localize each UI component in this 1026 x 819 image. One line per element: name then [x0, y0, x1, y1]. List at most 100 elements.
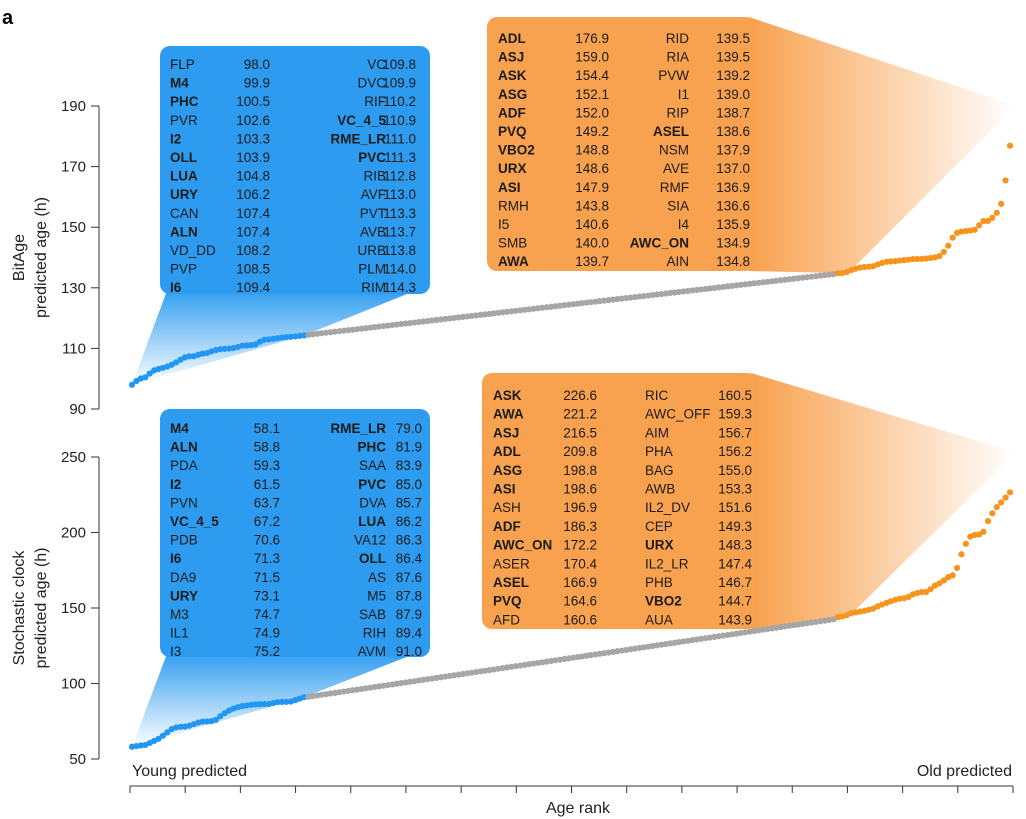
young-cell-name: PVC	[358, 150, 386, 165]
young-cell-value: 109.8	[382, 57, 416, 72]
old-point	[993, 209, 1000, 216]
old-predicted-label: Old predicted	[917, 763, 1012, 780]
young-cell-name: DVC	[357, 76, 386, 91]
young-cell-name: PHC	[357, 440, 386, 455]
y-tick-label: 50	[69, 751, 86, 768]
y-tick-label: 110	[62, 340, 86, 357]
old-cell-value: 139.7	[575, 254, 609, 269]
young-cell-value: 81.9	[396, 440, 422, 455]
old-cell-name: VBO2	[498, 143, 535, 158]
young-cell-name: M4	[170, 76, 189, 91]
young-cell-name: PLM	[358, 262, 386, 277]
young-cell-name: RIH	[363, 626, 386, 641]
young-cell-name: VA12	[354, 533, 386, 548]
young-cell-name: URY	[170, 588, 198, 603]
old-cell-value: 152.0	[575, 105, 609, 120]
old-cell-value: 134.9	[716, 236, 750, 251]
old-cell-name: AVE	[663, 161, 689, 176]
young-cell-value: 85.0	[396, 477, 422, 492]
old-cell-value: 138.6	[716, 124, 750, 139]
young-cell-value: 98.0	[244, 57, 270, 72]
young-cell-name: RME_LR	[330, 131, 386, 146]
y-tick-label: 90	[69, 401, 86, 418]
young-cell-value: 87.9	[396, 607, 422, 622]
young-cell-value: 102.6	[236, 113, 270, 128]
old-cell-value: 149.2	[575, 124, 609, 139]
old-cell-name: ADL	[493, 444, 521, 459]
young-cell-name: AS	[368, 570, 386, 585]
old-cell-value: 221.2	[563, 407, 597, 422]
old-point	[989, 214, 996, 221]
young-cell-name: RIF	[364, 94, 386, 109]
young-cell-name: FLP	[170, 57, 195, 72]
young-point	[199, 718, 206, 725]
young-point	[221, 345, 228, 352]
old-point	[998, 200, 1005, 207]
y-tick-label: 200	[61, 525, 86, 542]
old-cell-value: 153.3	[718, 482, 752, 497]
old-cell-value: 148.6	[575, 161, 609, 176]
young-cell-name: DA9	[170, 570, 196, 585]
young-point	[142, 374, 149, 381]
old-cell-value: 216.5	[563, 425, 597, 440]
young-cell-name: LUA	[170, 169, 198, 184]
old-cell-value: 139.5	[716, 31, 750, 46]
young-cell-name: RIM	[361, 280, 386, 295]
old-cell-name: ADF	[498, 105, 526, 120]
young-point	[203, 718, 211, 725]
old-cell-name: AWC_OFF	[645, 407, 711, 422]
young-cell-name: M3	[170, 607, 189, 622]
young-cell-value: 91.0	[396, 644, 422, 659]
young-point	[146, 370, 153, 377]
old-cell-name: CEP	[645, 519, 673, 534]
old-cell-value: 143.8	[575, 198, 609, 213]
young-point	[283, 698, 290, 705]
young-cell-value: 109.4	[236, 280, 270, 295]
young-predicted-label: Young predicted	[132, 763, 247, 780]
old-cell-value: 170.4	[563, 556, 597, 571]
young-cell-value: 108.5	[236, 262, 270, 277]
young-cell-name: PDA	[170, 458, 198, 473]
old-cell-name: RIC	[645, 388, 669, 403]
young-cell-value: 85.7	[396, 495, 422, 510]
young-cell-value: 59.3	[254, 458, 280, 473]
old-cell-value: 160.6	[563, 612, 597, 627]
young-cell-name: PVC	[358, 477, 386, 492]
old-cell-name: IL2_LR	[645, 556, 689, 571]
young-callout-cone	[132, 651, 422, 747]
old-cell-name: PVQ	[493, 594, 522, 609]
young-cell-name: ALN	[170, 440, 198, 455]
old-cell-name: AIM	[645, 425, 669, 440]
y-tick-label: 190	[61, 98, 86, 115]
old-cell-name: ASEL	[493, 575, 529, 590]
old-point	[936, 580, 943, 587]
young-cell-value: 63.7	[254, 495, 280, 510]
young-point	[274, 699, 281, 706]
old-cell-name: I1	[678, 87, 689, 102]
young-point	[159, 732, 166, 739]
old-point	[940, 248, 947, 256]
young-cell-name: IL1	[170, 626, 189, 641]
young-cell-name: ALN	[170, 224, 198, 239]
young-cell-value: 75.2	[254, 644, 280, 659]
old-callout-cone	[749, 17, 1016, 274]
old-cell-name: SMB	[498, 236, 527, 251]
old-cell-name: PHB	[645, 575, 673, 590]
old-point	[984, 217, 992, 224]
old-point	[984, 518, 992, 525]
young-cell-name: M5	[367, 588, 386, 603]
old-cell-name: ASK	[498, 68, 527, 83]
young-cell-name: AVM	[358, 644, 386, 659]
young-cell-value: 113.8	[383, 243, 416, 258]
young-cell-value: 112.8	[383, 169, 416, 184]
old-point	[914, 255, 921, 263]
young-cell-value: 71.5	[254, 570, 280, 585]
old-cell-name: ADL	[498, 31, 526, 46]
old-point	[980, 217, 987, 225]
young-cell-value: 104.8	[236, 169, 270, 184]
old-cell-name: ASJ	[493, 425, 519, 440]
old-point	[936, 253, 943, 260]
y-axis-title: BitAge predicted age (h)	[11, 197, 50, 318]
young-point	[212, 716, 219, 724]
old-cell-value: 137.9	[716, 143, 750, 158]
